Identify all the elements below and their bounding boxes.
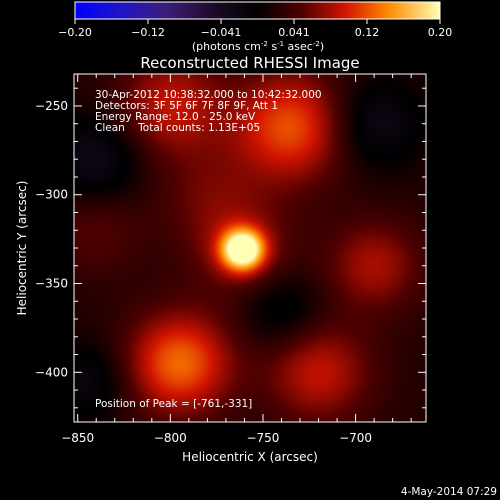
annotation-block: 30-Apr-2012 10:38:32.000 to 10:42:32.000… — [95, 89, 322, 134]
colorbar-tick-label: −0.20 — [58, 26, 92, 39]
colorbar-ticks: −0.20 −0.12 −0.041 0.041 0.12 0.20 — [58, 19, 452, 39]
render-date: 4-May-2014 07:29 — [401, 486, 497, 498]
peak-position-label: Position of Peak = [-761,-331] — [95, 398, 252, 410]
colorbar-unit-label: (photons cm-2 s-1 asec-2) — [192, 40, 324, 53]
colorbar-tick-label: −0.041 — [201, 26, 242, 39]
colorbar-tick-label: 0.12 — [355, 26, 380, 39]
y-tick-label: −400 — [35, 365, 68, 379]
y-tick-label: −300 — [35, 188, 68, 202]
colorbar-tick-label: 0.041 — [278, 26, 310, 39]
annotation-energy-range: Energy Range: 12.0 - 25.0 keV — [95, 111, 256, 123]
axis-ticks: −850 −800 −750 −700 −250 −300 −350 −400 — [35, 74, 426, 445]
heatmap-image-container — [74, 74, 426, 422]
colorbar-gradient — [75, 2, 440, 19]
colorbar-frame — [74, 1, 441, 20]
x-tick-label: −700 — [339, 431, 372, 445]
x-tick-label: −750 — [246, 431, 279, 445]
chart-title: Reconstructed RHESSI Image — [140, 54, 359, 72]
annotation-detectors: Detectors: 3F 5F 6F 7F 8F 9F, Att 1 — [95, 100, 278, 112]
annotation-clean-counts: Clean Total counts: 1.13E+05 — [95, 122, 260, 134]
colorbar-tick-label: −0.12 — [131, 26, 165, 39]
y-axis-label: Heliocentric Y (arcsec) — [15, 181, 29, 316]
colorbar: −0.20 −0.12 −0.041 0.041 0.12 0.20 (photons c… — [58, 1, 452, 53]
y-tick-label: −250 — [35, 99, 68, 113]
x-axis-label: Heliocentric X (arcsec) — [182, 450, 318, 464]
y-tick-label: −350 — [35, 277, 68, 291]
colorbar-tick-label: 0.20 — [428, 26, 453, 39]
x-tick-label: −850 — [61, 431, 94, 445]
heatmap-canvas — [74, 74, 426, 422]
x-tick-label: −800 — [154, 431, 187, 445]
annotation-time-range: 30-Apr-2012 10:38:32.000 to 10:42:32.000 — [95, 89, 322, 101]
